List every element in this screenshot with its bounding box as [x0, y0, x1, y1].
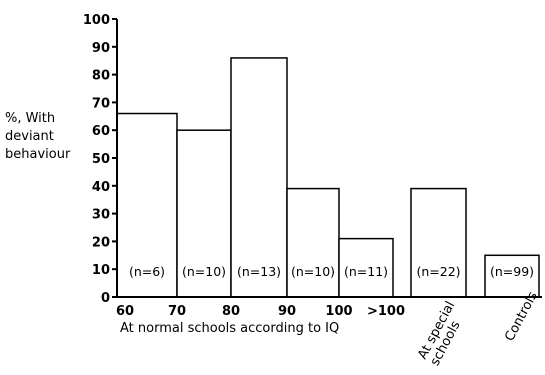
- x-tick-label: 80: [222, 304, 240, 319]
- y-tick-label: 70: [92, 96, 110, 111]
- x-tick-label: 100: [325, 304, 352, 319]
- bar: [230, 57, 288, 298]
- y-axis-ticks: 0 10 20 30 40 50 60 70 80 90 100: [83, 13, 117, 306]
- y-tick-label: 30: [92, 208, 110, 223]
- y-tick-label: 100: [83, 13, 110, 28]
- y-tick-label: 20: [92, 235, 110, 250]
- y-axis-label-line-2: deviant: [5, 129, 54, 144]
- y-axis-label: %, With deviant behaviour: [5, 111, 71, 162]
- bar-n-label: (n=11): [344, 264, 388, 279]
- y-tick-label: 0: [101, 291, 110, 306]
- y-axis-label-line-3: behaviour: [5, 147, 71, 162]
- y-tick-label: 60: [92, 124, 110, 139]
- y-tick-label: 10: [92, 263, 110, 278]
- x-tick-label: >100: [367, 304, 405, 319]
- bars: [116, 57, 540, 298]
- special-schools-label: At special schools: [415, 299, 463, 368]
- y-tick-label: 90: [92, 41, 110, 56]
- bar: [286, 187, 340, 298]
- sample-size-labels: (n=6) (n=10) (n=13) (n=10) (n=11) (n=22) (n=99…: [129, 264, 534, 279]
- bar-n-label: (n=22): [416, 264, 460, 279]
- x-axis-ticks: 60 70 80 90 100 >100: [116, 304, 405, 319]
- bar-n-label: (n=6): [129, 264, 165, 279]
- x-tick-label: 60: [116, 304, 134, 319]
- bar-n-label: (n=13): [237, 264, 281, 279]
- bar-n-label: (n=99): [490, 264, 534, 279]
- bar: [116, 112, 178, 298]
- y-tick-label: 50: [92, 152, 110, 167]
- bar: [176, 129, 232, 298]
- bar-n-label: (n=10): [291, 264, 335, 279]
- x-axis-label: At normal schools according to IQ: [120, 321, 339, 336]
- x-tick-label: 70: [168, 304, 186, 319]
- y-tick-label: 40: [92, 180, 110, 195]
- bar: [484, 254, 540, 298]
- y-axis-label-line-1: %, With: [5, 111, 55, 126]
- bar: [410, 187, 467, 298]
- y-tick-label: 80: [92, 69, 110, 84]
- bar-n-label: (n=10): [182, 264, 226, 279]
- x-tick-label: 90: [278, 304, 296, 319]
